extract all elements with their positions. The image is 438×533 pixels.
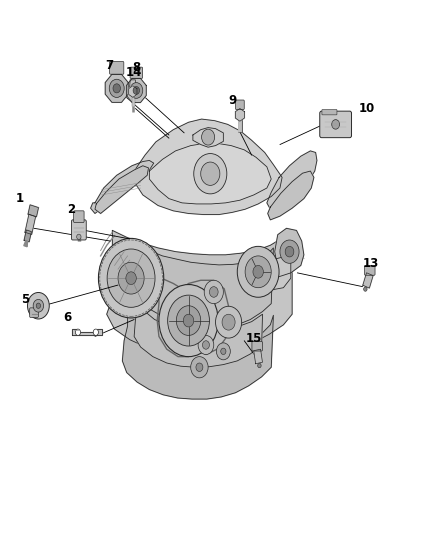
Circle shape [258, 364, 261, 368]
Circle shape [209, 287, 218, 297]
Polygon shape [129, 86, 137, 98]
Polygon shape [267, 151, 317, 209]
FancyBboxPatch shape [71, 220, 86, 240]
FancyBboxPatch shape [364, 266, 375, 275]
Text: 15: 15 [246, 332, 262, 345]
Polygon shape [105, 74, 128, 102]
Polygon shape [363, 273, 373, 288]
Polygon shape [134, 300, 262, 367]
Polygon shape [28, 205, 39, 217]
Polygon shape [24, 241, 28, 247]
Circle shape [126, 272, 136, 285]
Text: 13: 13 [363, 256, 379, 270]
Polygon shape [24, 230, 32, 242]
Circle shape [201, 162, 220, 185]
Circle shape [237, 246, 279, 297]
Polygon shape [129, 80, 136, 91]
FancyBboxPatch shape [74, 211, 84, 222]
Circle shape [77, 234, 81, 239]
FancyBboxPatch shape [252, 342, 262, 351]
Text: 5: 5 [21, 293, 29, 305]
Circle shape [221, 348, 226, 354]
Circle shape [202, 341, 209, 349]
Text: 10: 10 [358, 102, 374, 115]
Polygon shape [193, 127, 223, 147]
Circle shape [109, 79, 124, 98]
Polygon shape [265, 257, 291, 290]
Circle shape [184, 314, 194, 327]
Circle shape [113, 84, 120, 93]
Circle shape [133, 86, 140, 94]
Circle shape [194, 154, 227, 194]
Circle shape [168, 295, 209, 346]
Circle shape [198, 335, 214, 354]
Circle shape [245, 256, 271, 288]
FancyBboxPatch shape [320, 111, 352, 138]
Text: 9: 9 [229, 94, 237, 107]
Polygon shape [149, 143, 271, 204]
Circle shape [253, 265, 263, 278]
Polygon shape [122, 312, 273, 399]
FancyBboxPatch shape [322, 110, 337, 115]
Text: 6: 6 [64, 311, 72, 324]
Circle shape [93, 329, 99, 335]
Polygon shape [275, 228, 304, 277]
Polygon shape [72, 329, 102, 335]
Circle shape [75, 329, 81, 335]
Circle shape [215, 306, 242, 338]
Polygon shape [268, 171, 314, 220]
Circle shape [204, 280, 223, 304]
Circle shape [191, 357, 208, 378]
Circle shape [222, 314, 235, 330]
Circle shape [201, 129, 215, 145]
Polygon shape [254, 349, 262, 364]
FancyBboxPatch shape [130, 67, 142, 78]
Polygon shape [127, 78, 146, 102]
Circle shape [33, 300, 44, 312]
Circle shape [107, 249, 155, 308]
Text: 7: 7 [105, 59, 113, 72]
FancyBboxPatch shape [30, 308, 39, 317]
Polygon shape [107, 229, 292, 353]
Circle shape [99, 238, 164, 318]
Polygon shape [235, 109, 244, 121]
Circle shape [332, 119, 339, 129]
Polygon shape [25, 214, 35, 235]
Circle shape [364, 287, 367, 291]
Polygon shape [95, 166, 148, 214]
Circle shape [196, 363, 203, 372]
Circle shape [216, 343, 230, 360]
Polygon shape [134, 119, 282, 215]
Polygon shape [143, 248, 273, 330]
Text: 2: 2 [67, 204, 75, 216]
Circle shape [118, 262, 144, 294]
Text: 14: 14 [126, 66, 142, 79]
Text: 1: 1 [16, 192, 24, 205]
FancyBboxPatch shape [236, 100, 244, 110]
FancyBboxPatch shape [110, 61, 124, 74]
Polygon shape [91, 160, 154, 214]
Circle shape [285, 246, 294, 257]
Circle shape [130, 83, 143, 98]
Circle shape [159, 285, 218, 357]
Circle shape [36, 303, 41, 309]
Circle shape [280, 240, 299, 263]
Text: 8: 8 [132, 61, 141, 75]
Circle shape [177, 306, 201, 335]
Circle shape [28, 293, 49, 319]
